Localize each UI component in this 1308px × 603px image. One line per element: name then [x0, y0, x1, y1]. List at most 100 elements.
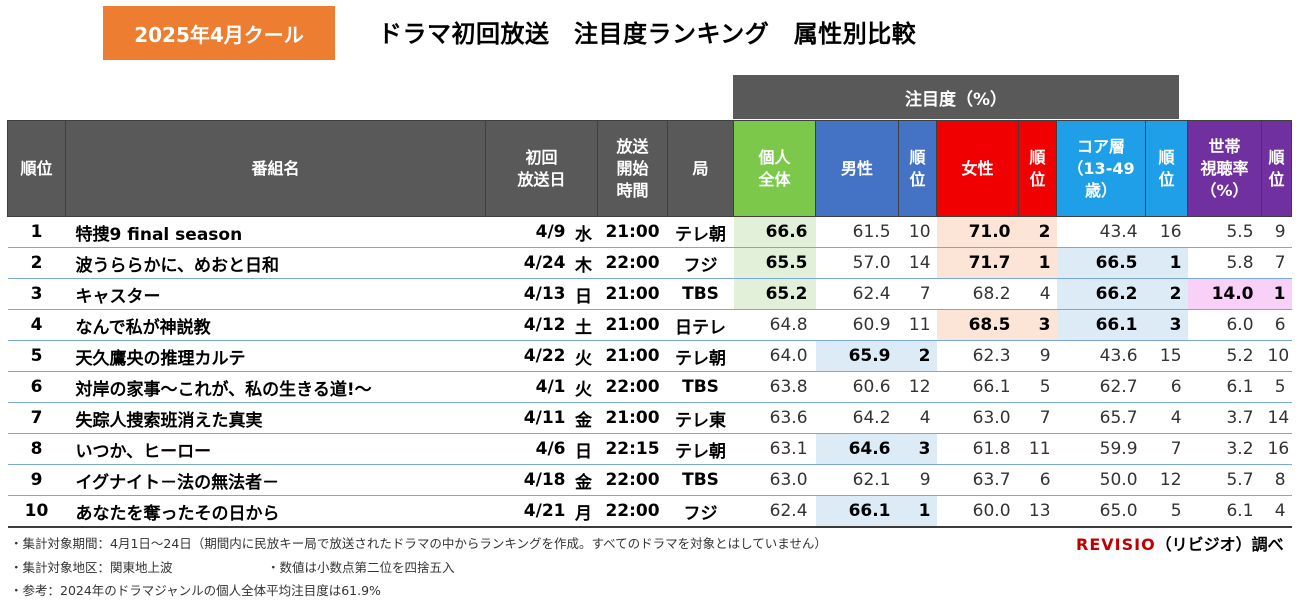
male-rank: 12	[898, 371, 937, 403]
core-rank: 2	[1145, 278, 1188, 310]
first-air-date: 4/13	[485, 278, 570, 310]
attention-female: 62.3	[936, 340, 1019, 372]
attention-female: 71.0	[936, 216, 1019, 248]
col-male: 男性	[815, 120, 900, 217]
row-rank: 5	[7, 340, 66, 372]
attention-all: 63.8	[733, 371, 816, 403]
start-time: 21:00	[597, 309, 668, 341]
female-rank: 4	[1018, 278, 1057, 310]
attention-female: 66.1	[936, 371, 1019, 403]
household-rank: 8	[1261, 464, 1292, 496]
core-rank: 7	[1145, 433, 1188, 465]
start-time: 21:00	[597, 278, 668, 310]
male-rank: 14	[898, 247, 937, 279]
household-rating: 3.2	[1187, 433, 1262, 465]
start-time: 22:00	[597, 464, 668, 496]
row-rank: 9	[7, 464, 66, 496]
attention-male: 64.2	[815, 402, 899, 434]
attention-core: 62.7	[1056, 371, 1146, 403]
household-rating: 6.1	[1187, 371, 1262, 403]
female-rank: 3	[1018, 309, 1057, 341]
program-name: 対岸の家事～これが、私の生きる道!～	[65, 371, 486, 403]
core-rank: 6	[1145, 371, 1188, 403]
attention-all: 63.1	[733, 433, 816, 465]
attention-male: 64.6	[815, 433, 899, 465]
table-row: 3 キャスター 4/13 日 21:00 TBS 65.2 62.4 7 68.2 4 66.2 2 14…	[7, 278, 1292, 310]
table-row: 8 いつか、ヒーロー 4/6 日 22:15 テレ朝 63.1 64.6 3 61.8 11 59.9…	[7, 433, 1292, 465]
household-rating: 5.7	[1187, 464, 1262, 496]
footnote-rounding: ・数値は小数点第二位を四捨五入	[267, 560, 455, 575]
male-rank: 9	[898, 464, 937, 496]
core-rank: 3	[1145, 309, 1188, 341]
attention-group-header: 注目度（%）	[733, 75, 1179, 119]
attention-all: 62.4	[733, 495, 816, 528]
start-time: 22:00	[597, 371, 668, 403]
core-rank: 5	[1145, 495, 1188, 528]
day-of-week: 日	[569, 278, 598, 310]
col-program-name: 番組名	[65, 120, 486, 217]
first-air-date: 4/6	[485, 433, 570, 465]
footnote-period: ・集計対象期間：4月1日～24日（期間内に民放キー局で放送されたドラマの中からラ…	[10, 536, 827, 551]
attention-male: 60.6	[815, 371, 899, 403]
first-air-date: 4/24	[485, 247, 570, 279]
household-rating: 6.0	[1187, 309, 1262, 341]
core-rank: 4	[1145, 402, 1188, 434]
attention-core: 66.5	[1056, 247, 1146, 279]
program-name: 波うららかに、めおと日和	[65, 247, 486, 279]
col-female-rank: 順位	[1018, 120, 1058, 217]
brand-suffix: （リビジオ）調べ	[1155, 535, 1284, 554]
household-rank: 4	[1261, 495, 1292, 528]
station: テレ朝	[667, 433, 734, 465]
table-row: 5 天久鷹央の推理カルテ 4/22 火 21:00 テレ朝 64.0 65.9 2 62.3 9 43…	[7, 340, 1292, 372]
table-row: 10 あなたを奪ったその日から 4/21 月 22:00 フジ 62.4 66.1 1 60.0 1…	[7, 495, 1292, 528]
household-rank: 6	[1261, 309, 1292, 341]
day-of-week: 火	[569, 340, 598, 372]
attention-female: 68.5	[936, 309, 1019, 341]
household-rank: 7	[1261, 247, 1292, 279]
program-name: いつか、ヒーロー	[65, 433, 486, 465]
col-core: コア層 （13-49 歳）	[1056, 120, 1147, 217]
brand-logo: REVISIO	[1076, 535, 1156, 554]
attention-female: 71.7	[936, 247, 1019, 279]
row-rank: 8	[7, 433, 66, 465]
attention-male: 60.9	[815, 309, 899, 341]
row-rank: 1	[7, 216, 66, 248]
col-station: 局	[667, 120, 735, 217]
table-row: 2 波うららかに、めおと日和 4/24 木 22:00 フジ 65.5 57.0 14 71.7 1…	[7, 247, 1292, 279]
household-rating: 5.5	[1187, 216, 1262, 248]
attention-core: 65.0	[1056, 495, 1146, 528]
female-rank: 7	[1018, 402, 1057, 434]
col-household-rank: 順位	[1261, 120, 1293, 217]
day-of-week: 日	[569, 433, 598, 465]
attention-all: 63.0	[733, 464, 816, 496]
male-rank: 1	[898, 495, 937, 528]
table-row: 9 イグナイト－法の無法者－ 4/18 金 22:00 TBS 63.0 62.1 9 63.7 6…	[7, 464, 1292, 496]
station: テレ朝	[667, 340, 734, 372]
row-rank: 10	[7, 495, 66, 528]
female-rank: 13	[1018, 495, 1057, 528]
ranking-table: 順位 番組名 初回 放送日 放送 開始 時間 局 個人 全体 男性 順位 女性 順位 コ…	[7, 120, 1293, 528]
household-rank: 9	[1261, 216, 1292, 248]
station: TBS	[667, 371, 734, 403]
attention-female: 63.7	[936, 464, 1019, 496]
row-rank: 2	[7, 247, 66, 279]
household-rank: 16	[1261, 433, 1292, 465]
day-of-week: 金	[569, 402, 598, 434]
table-row: 7 失踪人捜索班消えた真実 4/11 金 21:00 テレ東 63.6 64.2 4 63.0 7 6…	[7, 402, 1292, 434]
row-rank: 6	[7, 371, 66, 403]
attention-all: 63.6	[733, 402, 816, 434]
col-core-rank: 順位	[1145, 120, 1189, 217]
program-name: 特捜9 final season	[65, 216, 486, 248]
start-time: 22:00	[597, 495, 668, 528]
station: フジ	[667, 495, 734, 528]
program-name: あなたを奪ったその日から	[65, 495, 486, 528]
day-of-week: 土	[569, 309, 598, 341]
station: TBS	[667, 464, 734, 496]
row-rank: 7	[7, 402, 66, 434]
household-rank: 10	[1261, 340, 1292, 372]
core-rank: 15	[1145, 340, 1188, 372]
male-rank: 3	[898, 433, 937, 465]
footnote-reference: ・参考：2024年のドラマジャンルの個人全体平均注目度は61.9%	[10, 583, 381, 598]
attention-all: 65.2	[733, 278, 816, 310]
table-row: 6 対岸の家事～これが、私の生きる道!～ 4/1 火 22:00 TBS 63.8 60.6 1…	[7, 371, 1292, 403]
